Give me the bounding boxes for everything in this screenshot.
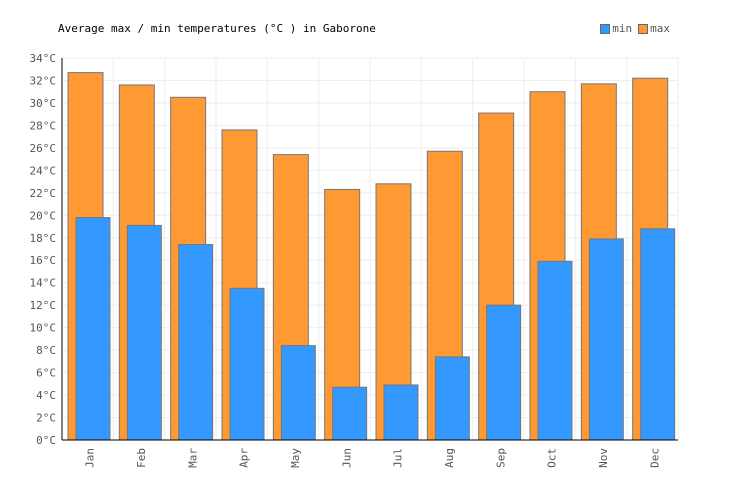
y-tick-label: 34°C [30,52,57,65]
chart-title: Average max / min temperatures (°C ) in … [58,22,376,35]
legend-item-min: min [600,22,632,35]
x-tick-label: Aug [443,448,456,468]
y-tick-label: 20°C [30,209,57,222]
y-tick-label: 18°C [30,232,57,245]
bar-min-Dec [640,228,676,441]
y-tick-label: 4°C [36,389,56,402]
x-tick-label: Nov [597,448,610,468]
x-tick-label: Jul [392,448,405,468]
y-tick-label: 32°C [30,74,57,87]
bar-min-Sep [486,304,522,441]
y-tick-label: 22°C [30,187,57,200]
y-tick-label: 26°C [30,142,57,155]
legend-swatch-min [600,24,611,34]
y-tick-label: 10°C [30,322,57,335]
x-tick-label: Mar [186,448,199,468]
y-tick-label: 0°C [36,434,56,447]
bar-min-Apr [229,287,265,441]
x-tick-label: Oct [546,448,559,468]
bar-min-Jan [75,217,111,441]
bar-min-May [280,345,316,441]
bar-min-Mar [178,244,214,441]
legend-swatch-max [638,24,649,34]
bar-min-Aug [434,356,470,441]
legend-item-max: max [638,22,670,35]
legend-label: max [650,22,670,35]
y-tick-label: 6°C [36,367,56,380]
x-tick-label: Feb [135,448,148,468]
x-tick-label: Jun [340,448,353,468]
x-tick-label: May [289,448,302,468]
bar-min-Nov [588,238,624,441]
y-tick-label: 2°C [36,412,56,425]
y-tick-label: 24°C [30,164,57,177]
legend: min max [600,22,670,35]
bar-min-Oct [537,260,573,441]
y-tick-label: 14°C [30,277,57,290]
y-tick-label: 28°C [30,119,57,132]
y-tick-label: 30°C [30,97,57,110]
y-tick-label: 8°C [36,344,56,357]
x-tick-label: Jan [84,448,97,468]
bar-min-Jul [383,384,419,441]
bar-min-Jun [332,386,368,441]
y-tick-label: 12°C [30,299,57,312]
legend-label: min [612,22,633,35]
x-tick-label: Apr [238,448,251,468]
bar-min-Feb [126,224,162,441]
x-tick-label: Dec [648,448,661,468]
x-tick-label: Sep [494,448,507,468]
y-tick-label: 16°C [30,254,57,267]
